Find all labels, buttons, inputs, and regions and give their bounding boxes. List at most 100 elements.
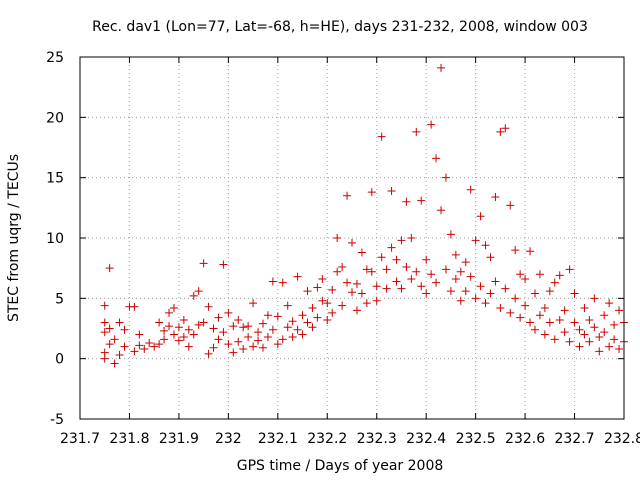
data-point [481, 299, 490, 308]
data-point [427, 270, 436, 279]
data-point [605, 342, 614, 351]
data-point [526, 247, 535, 256]
data-point [258, 343, 267, 352]
data-point [600, 328, 609, 337]
data-point [580, 303, 589, 312]
data-point [545, 287, 554, 296]
data-point [540, 303, 549, 312]
data-point [432, 278, 441, 287]
data-point [293, 325, 302, 334]
data-point [303, 287, 312, 296]
data-point [120, 325, 129, 334]
data-point [273, 340, 282, 349]
y-tick-label: 25 [46, 50, 64, 66]
y-axis-label: STEC from uqrg / TECUs [6, 154, 22, 322]
data-point [239, 323, 248, 332]
data-point [189, 330, 198, 339]
data-point [120, 342, 129, 351]
data-point [600, 311, 609, 320]
data-point [348, 288, 356, 297]
data-point [570, 318, 579, 327]
x-tick-label: 232.1 [258, 431, 298, 447]
data-point [521, 275, 530, 284]
data-point [441, 173, 450, 182]
data-point [535, 311, 544, 320]
data-point [486, 289, 495, 298]
data-point [461, 258, 470, 267]
x-tick-label: 232.4 [406, 431, 446, 447]
data-point [283, 301, 292, 310]
data-point [565, 337, 574, 346]
data-point [308, 323, 317, 332]
x-tick-label: 232.7 [554, 431, 594, 447]
data-point [466, 272, 475, 281]
data-point [540, 330, 549, 339]
x-tick-label: 232.3 [357, 431, 397, 447]
data-point [550, 335, 559, 344]
data-point [283, 323, 292, 332]
data-point [422, 255, 431, 264]
data-point [179, 332, 188, 341]
data-point [100, 318, 109, 327]
data-point [402, 262, 411, 271]
data-point [169, 330, 178, 339]
data-point [199, 318, 208, 327]
data-point [565, 265, 574, 274]
data-point [224, 308, 233, 317]
data-point [333, 267, 342, 276]
data-point [328, 285, 337, 294]
data-point [115, 351, 124, 360]
data-point [456, 267, 465, 276]
data-point [263, 332, 272, 341]
chart-title: Rec. dav1 (Lon=77, Lat=-68, h=HE), days … [92, 19, 588, 35]
y-tick-label: -5 [50, 412, 64, 428]
data-point [412, 267, 421, 276]
data-point [189, 291, 198, 300]
data-point [115, 318, 124, 327]
data-point [471, 294, 480, 303]
data-point [214, 335, 223, 344]
data-point [105, 340, 114, 349]
data-point [234, 337, 243, 346]
data-point [263, 311, 272, 320]
x-tick-label: 232 [215, 431, 242, 447]
data-point [451, 250, 460, 259]
x-tick-label: 231.7 [60, 431, 100, 447]
data-point [135, 330, 144, 339]
data-point [323, 316, 332, 325]
data-point [273, 312, 282, 321]
data-point [165, 308, 174, 317]
data-point [481, 241, 490, 250]
x-tick-label: 232.8 [604, 431, 640, 447]
data-point [382, 284, 391, 293]
data-point [184, 342, 193, 351]
data-point [110, 335, 119, 344]
data-point [377, 132, 386, 141]
data-point [570, 289, 579, 298]
x-axis-label: GPS time / Days of year 2008 [237, 458, 444, 474]
data-point [229, 322, 238, 331]
data-point [209, 343, 218, 352]
data-point [377, 253, 386, 262]
y-tick-labels: -5 0 5 10 15 20 25 [46, 50, 64, 428]
data-point [491, 192, 500, 201]
data-point [155, 340, 164, 349]
data-point [392, 277, 401, 286]
data-point [466, 185, 475, 194]
data-point [392, 255, 401, 264]
y-tick-label: 20 [46, 110, 64, 126]
data-point [338, 262, 347, 271]
data-point [244, 332, 253, 341]
data-point [105, 264, 114, 273]
data-point [194, 320, 203, 329]
data-point [461, 287, 470, 296]
data-point [160, 335, 169, 344]
data-point [174, 336, 183, 345]
data-point [194, 287, 203, 296]
data-point [580, 330, 589, 339]
data-point [476, 212, 485, 221]
data-point [491, 277, 500, 286]
data-point [595, 347, 604, 356]
data-point [343, 278, 352, 287]
